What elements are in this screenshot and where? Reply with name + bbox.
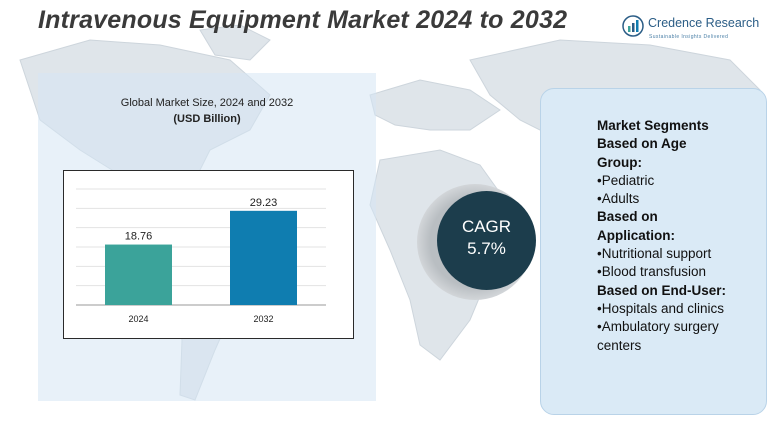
- x-tick-label: 2032: [253, 314, 273, 324]
- segments-panel: Market Segments Based on Age Group: •Ped…: [540, 88, 767, 415]
- segment-item-pediatric: •Pediatric: [597, 172, 655, 188]
- segments-list: Market Segments Based on Age Group: •Ped…: [597, 117, 726, 355]
- chart-panel: Global Market Size, 2024 and 2032 (USD B…: [38, 73, 376, 401]
- bar-value-label: 29.23: [250, 197, 278, 209]
- bar-value-label: 18.76: [125, 231, 153, 243]
- chart-title: Global Market Size, 2024 and 2032: [120, 97, 294, 109]
- application-heading-line: Based on: [597, 209, 658, 225]
- brand-logo: Credence Research Sustainable Insights D…: [622, 12, 762, 46]
- chart-frame: 18.76 2024 29.23 2032: [63, 170, 354, 339]
- credence-logo-icon: [622, 15, 644, 37]
- segment-item-ambulatory: •Ambulatory surgery: [597, 319, 719, 335]
- segment-item-adults: •Adults: [597, 191, 640, 207]
- segment-item-blood-transfusion: •Blood transfusion: [597, 264, 707, 280]
- cagr-badge: CAGR 5.7%: [437, 191, 536, 290]
- segment-item-ambulatory-cont: centers: [597, 337, 642, 353]
- end-user-heading: Based on End-User:: [597, 282, 727, 298]
- brand-tagline: Sustainable Insights Delivered: [649, 34, 729, 40]
- application-heading-line: Application:: [597, 227, 675, 243]
- bar-2024: [105, 244, 172, 305]
- segments-heading-line: Based on Age: [597, 136, 687, 152]
- segment-item-nutritional-support: •Nutritional support: [597, 246, 712, 262]
- segments-heading-line: Market Segments: [597, 118, 709, 133]
- bar-chart: 18.76 2024 29.23 2032: [76, 188, 326, 324]
- segment-item-hospitals: •Hospitals and clinics: [597, 300, 725, 316]
- x-tick-label: 2024: [128, 314, 148, 324]
- segments-heading-line: Group:: [597, 154, 642, 170]
- chart-subtitle: (USD Billion): [173, 113, 241, 125]
- bar-2032: [230, 210, 297, 305]
- brand-name: Credence Research: [648, 16, 760, 30]
- cagr-label: CAGR: [461, 217, 512, 236]
- page-title: Intravenous Equipment Market 2024 to 203…: [38, 6, 568, 34]
- cagr-value: 5.7%: [467, 239, 506, 258]
